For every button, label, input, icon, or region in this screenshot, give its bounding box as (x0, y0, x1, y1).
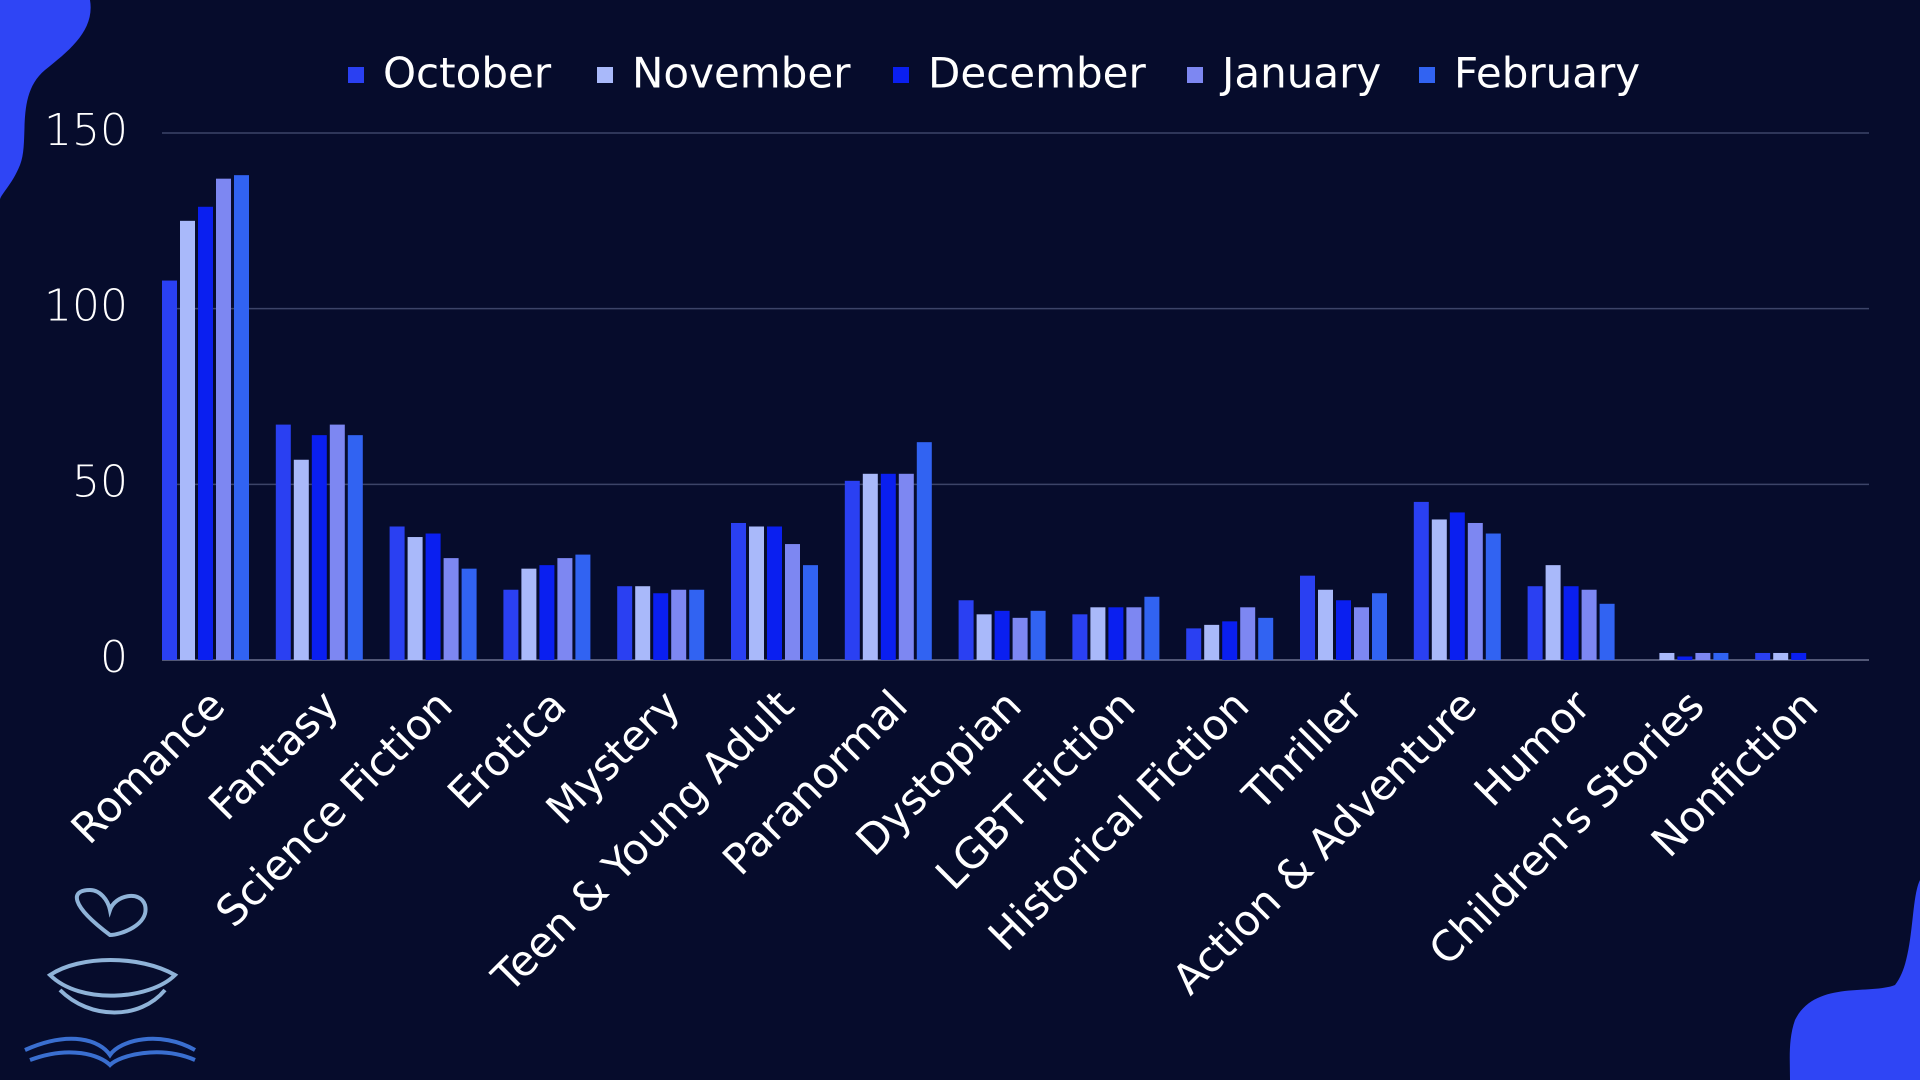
bar (1527, 586, 1543, 660)
corner-blob (0, 0, 91, 200)
bar (862, 473, 878, 660)
bar (731, 522, 746, 660)
bar (461, 568, 477, 660)
bar (1713, 652, 1729, 660)
bar (1222, 621, 1238, 660)
legend-label: January (1219, 49, 1381, 98)
legend-swatch (1419, 67, 1435, 83)
bar (653, 593, 669, 660)
bar (443, 558, 459, 660)
bar (293, 459, 309, 660)
bar (575, 554, 591, 660)
bar (1354, 607, 1369, 660)
bar (1144, 596, 1160, 660)
bar (1695, 652, 1711, 660)
bar (785, 544, 800, 660)
bar (347, 435, 363, 660)
bar (1090, 607, 1106, 660)
bar (1431, 519, 1447, 660)
legend-label: February (1454, 49, 1640, 98)
bar (1108, 607, 1124, 660)
legend-label: November (632, 49, 851, 98)
bar (1336, 600, 1351, 660)
corner-blob (1789, 880, 1920, 1080)
bar (311, 435, 327, 660)
bar (557, 558, 573, 660)
bar (1204, 624, 1220, 660)
bar (958, 600, 974, 660)
bar (916, 442, 932, 660)
bar (198, 206, 213, 660)
legend-swatch (597, 67, 613, 83)
bar (234, 175, 249, 660)
bar (689, 589, 705, 660)
bar (1012, 617, 1028, 660)
bar (898, 473, 914, 660)
bar (617, 586, 633, 660)
bar (1485, 533, 1501, 660)
legend-swatch (348, 67, 364, 83)
bar (1599, 603, 1615, 660)
bar (1240, 607, 1256, 660)
bar (1449, 512, 1465, 660)
bar (976, 614, 992, 660)
bar (844, 480, 860, 660)
y-tick-label: 0 (100, 632, 128, 683)
bar (539, 565, 555, 660)
bar (1126, 607, 1142, 660)
bar (1773, 652, 1789, 660)
bar (1413, 501, 1429, 660)
y-tick-label: 100 (44, 281, 128, 332)
bar (767, 526, 782, 660)
logo (24, 887, 196, 1068)
y-tick-label: 150 (44, 105, 128, 156)
bar (162, 280, 177, 660)
bar (1258, 617, 1274, 660)
bar (275, 424, 291, 660)
bar (1545, 565, 1561, 660)
legend-label: October (383, 49, 552, 98)
y-tick-label: 50 (72, 456, 128, 507)
bar (1318, 589, 1333, 660)
legend-label: December (928, 49, 1147, 98)
bar (994, 610, 1010, 660)
bar (329, 424, 345, 660)
bar (1300, 575, 1315, 660)
bar (503, 589, 519, 660)
bar (1186, 628, 1202, 660)
bar (1030, 610, 1046, 660)
bar (425, 533, 441, 660)
bar (1659, 652, 1675, 660)
bar (671, 589, 687, 660)
bar (521, 568, 537, 660)
bar (880, 473, 896, 660)
bar (749, 526, 764, 660)
bar (407, 537, 423, 660)
bar (1755, 652, 1771, 660)
bar (1372, 593, 1387, 660)
bar (1677, 656, 1693, 660)
bar (803, 565, 818, 660)
bar (216, 178, 231, 660)
bar (635, 586, 651, 660)
bar (1467, 522, 1483, 660)
bar (1072, 614, 1088, 660)
bar (180, 220, 195, 661)
bar (1581, 589, 1597, 660)
legend-swatch (1187, 67, 1203, 83)
bar (389, 526, 405, 660)
bar (1563, 586, 1579, 660)
legend-swatch (893, 67, 909, 83)
bar (1791, 652, 1807, 660)
